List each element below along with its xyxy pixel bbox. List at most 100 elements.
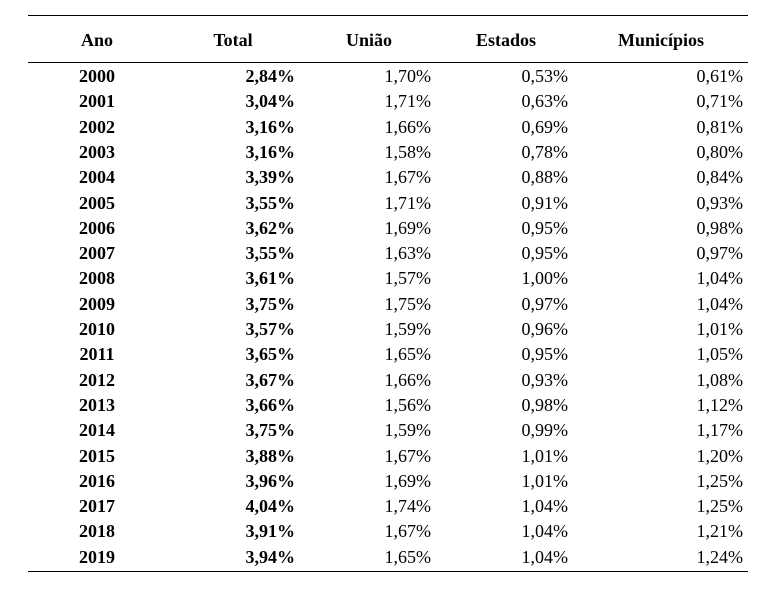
value-cell: 1,05% bbox=[696, 344, 744, 365]
year-cell: 2006 bbox=[79, 217, 115, 238]
year-cell: 2005 bbox=[79, 192, 115, 213]
year-cell: 2001 bbox=[79, 91, 115, 112]
value-cell: 0,97% bbox=[521, 293, 569, 314]
total-cell: 3,55% bbox=[245, 192, 296, 213]
value-cell: 1,01% bbox=[521, 470, 569, 491]
value-cell: 1,04% bbox=[521, 496, 569, 517]
value-cell: 0,63% bbox=[521, 91, 569, 112]
value-cell: 1,04% bbox=[696, 293, 744, 314]
total-cell: 3,67% bbox=[245, 369, 296, 390]
total-cell: 3,75% bbox=[245, 420, 296, 441]
value-cell: 0,78% bbox=[521, 141, 569, 162]
value-cell: 1,21% bbox=[696, 521, 744, 542]
year-cell: 2007 bbox=[79, 243, 115, 264]
header-cell: Estados bbox=[475, 30, 537, 50]
value-cell: 1,63% bbox=[384, 243, 432, 264]
total-cell: 3,75% bbox=[245, 293, 296, 314]
total-cell: 3,66% bbox=[245, 394, 296, 415]
value-cell: 1,12% bbox=[696, 394, 744, 415]
header-cell: Total bbox=[213, 30, 253, 50]
value-cell: 0,61% bbox=[696, 66, 744, 86]
value-cell: 1,70% bbox=[384, 66, 432, 86]
value-cell: 1,66% bbox=[384, 369, 432, 390]
value-cell: 0,71% bbox=[696, 91, 744, 112]
value-cell: 0,96% bbox=[521, 319, 569, 339]
value-cell: 0,81% bbox=[696, 116, 744, 137]
total-cell: 3,16% bbox=[245, 116, 296, 137]
year-cell: 2004 bbox=[79, 167, 115, 188]
year-cell: 2002 bbox=[79, 116, 115, 137]
year-cell: 2014 bbox=[79, 420, 115, 441]
year-cell: 2016 bbox=[79, 470, 115, 491]
total-cell: 3,88% bbox=[245, 445, 296, 466]
year-cell: 2003 bbox=[79, 141, 115, 162]
value-cell: 1,67% bbox=[384, 521, 432, 542]
value-cell: 0,99% bbox=[521, 420, 569, 441]
value-cell: 1,17% bbox=[696, 420, 744, 441]
value-cell: 1,25% bbox=[696, 496, 744, 517]
value-cell: 0,97% bbox=[696, 243, 744, 264]
value-cell: 1,57% bbox=[384, 268, 432, 289]
value-cell: 1,04% bbox=[521, 521, 569, 542]
value-cell: 0,93% bbox=[521, 369, 569, 390]
value-cell: 1,58% bbox=[384, 141, 432, 162]
year-cell: 2017 bbox=[79, 496, 115, 517]
value-cell: 1,74% bbox=[384, 496, 432, 517]
value-cell: 1,59% bbox=[384, 319, 432, 339]
total-cell: 3,96% bbox=[245, 470, 296, 491]
value-cell: 0,95% bbox=[521, 217, 569, 238]
year-cell: 2008 bbox=[79, 268, 115, 289]
value-cell: 1,71% bbox=[384, 91, 432, 112]
total-cell: 3,91% bbox=[245, 521, 296, 542]
value-cell: 0,98% bbox=[521, 394, 569, 415]
year-cell: 2010 bbox=[79, 319, 115, 339]
header-rule bbox=[28, 62, 748, 63]
total-cell: 3,39% bbox=[245, 167, 296, 188]
value-cell: 1,00% bbox=[521, 268, 569, 289]
total-cell: 3,65% bbox=[245, 344, 296, 365]
total-cell: 3,55% bbox=[245, 243, 296, 264]
value-cell: 1,24% bbox=[696, 546, 744, 567]
value-cell: 0,84% bbox=[696, 167, 744, 188]
total-cell: 3,57% bbox=[245, 319, 296, 339]
value-cell: 1,01% bbox=[521, 445, 569, 466]
year-cell: 2000 bbox=[79, 66, 115, 86]
total-cell: 4,04% bbox=[245, 496, 296, 517]
bottom-rule bbox=[28, 571, 748, 572]
value-cell: 1,75% bbox=[384, 293, 432, 314]
value-cell: 0,93% bbox=[696, 192, 744, 213]
value-cell: 1,71% bbox=[384, 192, 432, 213]
total-cell: 3,61% bbox=[245, 268, 296, 289]
value-cell: 0,98% bbox=[696, 217, 744, 238]
value-cell: 1,56% bbox=[384, 394, 432, 415]
year-cell: 2019 bbox=[79, 546, 115, 567]
value-cell: 1,04% bbox=[521, 546, 569, 567]
year-cell: 2011 bbox=[79, 344, 115, 365]
value-cell: 0,95% bbox=[521, 243, 569, 264]
top-rule bbox=[28, 15, 748, 16]
value-cell: 1,69% bbox=[384, 470, 432, 491]
total-cell: 3,04% bbox=[245, 91, 296, 112]
value-cell: 0,88% bbox=[521, 167, 569, 188]
total-cell: 3,16% bbox=[245, 141, 296, 162]
total-cell: 2,84% bbox=[245, 66, 296, 86]
value-cell: 1,01% bbox=[696, 319, 744, 339]
year-cell: 2012 bbox=[79, 369, 115, 390]
total-cell: 3,62% bbox=[245, 217, 296, 238]
year-cell: 2015 bbox=[79, 445, 115, 466]
header-cell: União bbox=[345, 30, 392, 50]
value-cell: 0,69% bbox=[521, 116, 569, 137]
value-cell: 0,95% bbox=[521, 344, 569, 365]
value-cell: 1,65% bbox=[384, 546, 432, 567]
total-cell: 3,94% bbox=[245, 546, 296, 567]
value-cell: 1,67% bbox=[384, 167, 432, 188]
value-cell: 1,65% bbox=[384, 344, 432, 365]
year-cell: 2009 bbox=[79, 293, 115, 314]
value-cell: 1,25% bbox=[696, 470, 744, 491]
value-cell: 1,69% bbox=[384, 217, 432, 238]
value-cell: 0,91% bbox=[521, 192, 569, 213]
value-cell: 1,66% bbox=[384, 116, 432, 137]
value-cell: 1,04% bbox=[696, 268, 744, 289]
header-cell: Ano bbox=[80, 30, 113, 50]
year-cell: 2013 bbox=[79, 394, 115, 415]
